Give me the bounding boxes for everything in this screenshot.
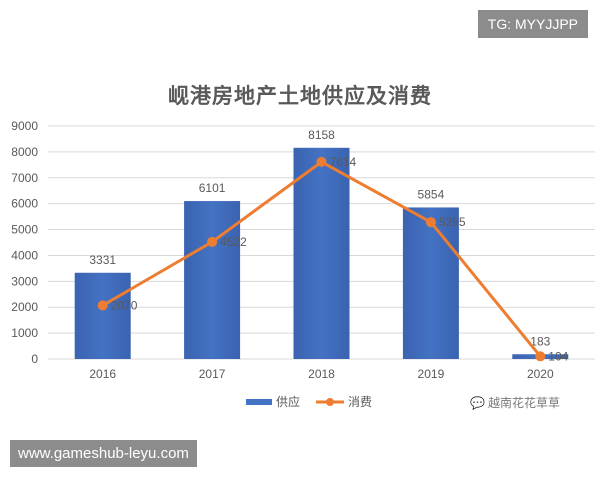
bar: [184, 201, 241, 359]
y-tick-label: 1000: [11, 326, 38, 340]
y-tick-label: 5000: [11, 223, 38, 237]
legend-swatch-bar: [246, 399, 272, 405]
bar-data-label: 8158: [308, 128, 335, 142]
line-point: [316, 156, 327, 167]
y-tick-label: 4000: [11, 248, 38, 262]
tg-badge: TG: MYYJJPP: [477, 10, 588, 38]
line-point: [425, 217, 436, 228]
line-data-label: 5285: [439, 215, 466, 229]
x-tick-label: 2019: [418, 367, 445, 381]
y-tick-label: 6000: [11, 197, 38, 211]
line-data-label: 7614: [330, 155, 357, 169]
y-tick-label: 9000: [11, 119, 38, 133]
line-point: [207, 236, 218, 247]
legend-label-line: 消费: [348, 395, 372, 409]
bar: [293, 147, 350, 359]
line-point: [535, 351, 546, 362]
y-tick-label: 2000: [11, 300, 38, 314]
y-tick-label: 7000: [11, 171, 38, 185]
y-tick-label: 3000: [11, 274, 38, 288]
x-tick-label: 2018: [308, 367, 335, 381]
bar: [402, 207, 459, 359]
wechat-icon: 💬: [470, 395, 485, 410]
legend-label-bar: 供应: [276, 394, 300, 409]
x-tick-label: 2017: [199, 367, 226, 381]
line-data-label: 2070: [111, 298, 138, 312]
y-tick-label: 8000: [11, 145, 38, 159]
website-banner: www.gameshub-leyu.com: [10, 440, 197, 467]
legend-swatch-point: [326, 398, 334, 406]
line-point: [97, 300, 108, 311]
chart-title: 岘港房地产土地供应及消费: [168, 84, 432, 108]
bar-data-label: 6101: [199, 181, 226, 195]
x-tick-label: 2020: [527, 367, 554, 381]
wechat-watermark: 💬 越南花花草草: [470, 394, 560, 411]
line-data-label: 104: [548, 349, 568, 363]
bar-data-label: 5854: [418, 187, 445, 201]
bar: [74, 272, 131, 359]
watermark-text: 越南花花草草: [487, 396, 560, 410]
x-tick-label: 2016: [89, 367, 116, 381]
y-tick-label: 0: [31, 352, 38, 366]
bar-data-label: 3331: [89, 253, 116, 267]
bar-data-label: 183: [530, 334, 550, 348]
line-data-label: 4522: [220, 235, 247, 249]
